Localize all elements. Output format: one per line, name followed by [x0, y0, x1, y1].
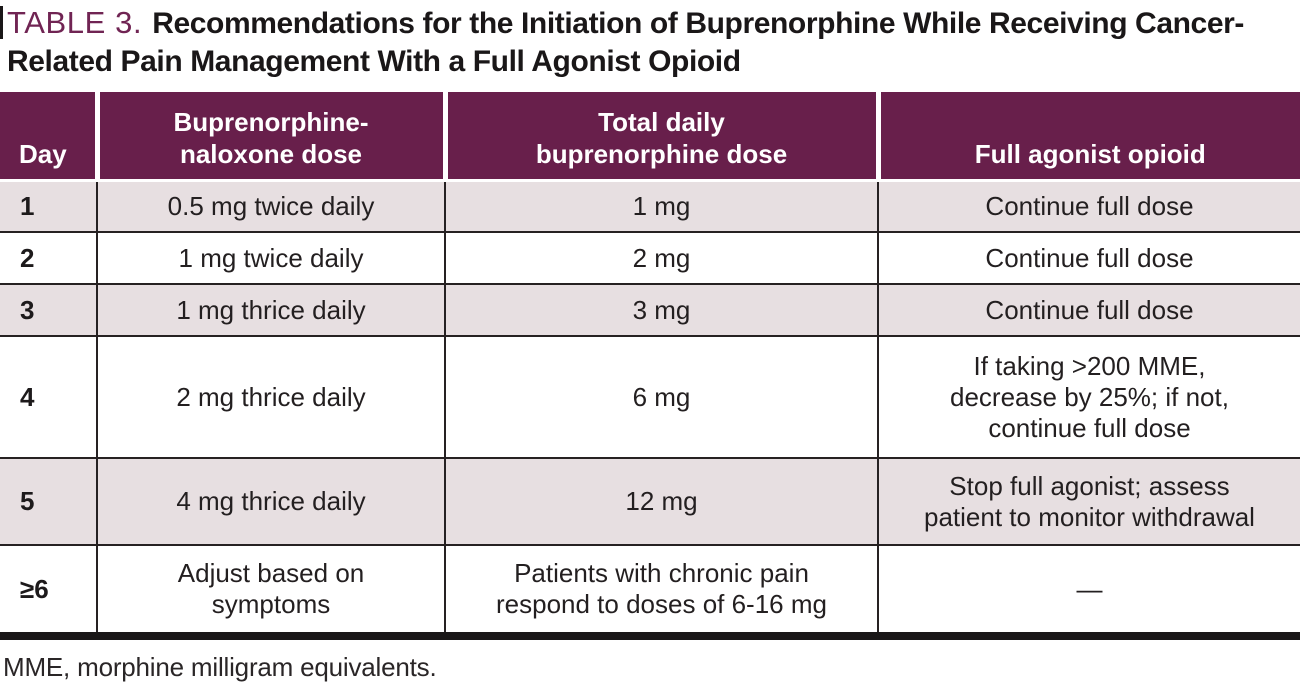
- cell-total-dose: Patients with chronic pain respond to do…: [444, 544, 878, 636]
- cell-full-agonist: Continue full dose: [877, 180, 1300, 232]
- table-title: TABLE 3. Recommendations for the Initiati…: [0, 0, 1280, 81]
- table-row: 5 4 mg thrice daily 12 mg Stop full agon…: [0, 457, 1300, 545]
- cell-bn-dose: 0.5 mg twice daily: [96, 180, 445, 232]
- column-header-buprenorphine-naloxone-dose: Buprenorphine- naloxone dose: [94, 92, 445, 182]
- cell-full-agonist: —: [877, 544, 1300, 636]
- cell-total-dose: 3 mg: [444, 283, 878, 336]
- cell-total-dose: 6 mg: [444, 335, 878, 458]
- cell-day: ≥6: [0, 544, 97, 636]
- cell-day: 4: [0, 335, 97, 458]
- header-row: Day Buprenorphine- naloxone dose Total d…: [0, 92, 1300, 182]
- column-header-day: Day: [0, 92, 97, 182]
- cell-bn-dose: 2 mg thrice daily: [96, 335, 445, 458]
- cell-bn-dose: Adjust based on symptoms: [96, 544, 445, 636]
- cell-full-agonist: Continue full dose: [877, 283, 1300, 336]
- cell-total-dose: 1 mg: [444, 180, 878, 232]
- cell-full-agonist: If taking >200 MME, decrease by 25%; if …: [877, 335, 1300, 458]
- cell-total-dose: 2 mg: [444, 231, 878, 284]
- table-number-label: TABLE 3.: [7, 5, 143, 40]
- title-left-rule-icon: [0, 6, 3, 39]
- cell-day: 5: [0, 457, 97, 545]
- column-header-total-daily-buprenorphine-dose: Total daily buprenorphine dose: [442, 92, 878, 182]
- cell-full-agonist: Continue full dose: [877, 231, 1300, 284]
- cell-full-agonist: Stop full agonist; assess patient to mon…: [877, 457, 1300, 545]
- cell-day: 2: [0, 231, 97, 284]
- column-header-full-agonist-opioid: Full agonist opioid: [875, 92, 1300, 182]
- table-footnote: MME, morphine milligram equivalents.: [3, 652, 437, 682]
- table-row: 1 0.5 mg twice daily 1 mg Continue full …: [0, 180, 1300, 232]
- table-row: 4 2 mg thrice daily 6 mg If taking >200 …: [0, 335, 1300, 458]
- cell-total-dose: 12 mg: [444, 457, 878, 545]
- cell-day: 1: [20, 190, 35, 221]
- cell-bn-dose: 4 mg thrice daily: [96, 457, 445, 545]
- table-row: 2 1 mg twice daily 2 mg Continue full do…: [0, 231, 1300, 284]
- buprenorphine-initiation-table: Day Buprenorphine- naloxone dose Total d…: [0, 92, 1300, 640]
- cell-bn-dose: 1 mg twice daily: [96, 231, 445, 284]
- table-row: 3 1 mg thrice daily 3 mg Continue full d…: [0, 283, 1300, 336]
- cell-day: 3: [0, 283, 97, 336]
- table-title-text: Recommendations for the Initiation of Bu…: [7, 7, 1244, 78]
- table-row: ≥6 Adjust based on symptoms Patients wit…: [0, 544, 1300, 636]
- cell-bn-dose: 1 mg thrice daily: [96, 283, 445, 336]
